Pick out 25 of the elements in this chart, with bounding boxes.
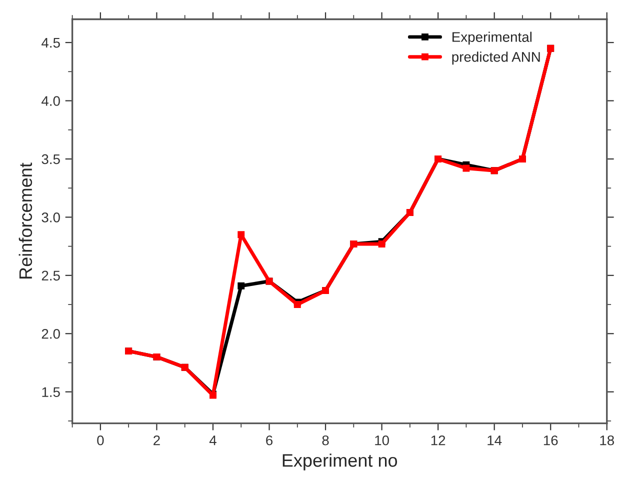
x-tick-label: 14 [488, 436, 502, 446]
point [462, 164, 470, 172]
y-tick-label: 3.0 [42, 212, 60, 222]
point [238, 282, 245, 290]
x-tick-label: 10 [375, 435, 389, 446]
y-tick-label: 4.0 [42, 96, 60, 106]
x-tick-label: 2 [154, 435, 160, 446]
y-tick-label: 2.5 [42, 270, 60, 281]
y-axis-title: Reinforcement [18, 162, 32, 278]
y-tick-label: 2.0 [42, 328, 60, 339]
x-tick-label: 8 [322, 435, 329, 446]
x-tick-label: 6 [266, 435, 273, 446]
y-tick-label: 4.5 [42, 38, 60, 48]
x-tick-label: 0 [97, 435, 104, 446]
x-tick-label: 12 [431, 435, 446, 446]
legend-label: Experimental [452, 32, 532, 45]
y-tick-label: 3.5 [42, 154, 60, 164]
x-tick-label: 4 [209, 436, 216, 446]
x-axis-title: Experiment no [282, 454, 398, 470]
x-tick-label: 16 [544, 435, 558, 446]
point [294, 301, 301, 308]
legend-label: predicted ANN [452, 52, 540, 65]
x-tick-label: 18 [600, 435, 614, 446]
point [238, 231, 245, 238]
y-tick-label: 1.5 [42, 387, 60, 398]
